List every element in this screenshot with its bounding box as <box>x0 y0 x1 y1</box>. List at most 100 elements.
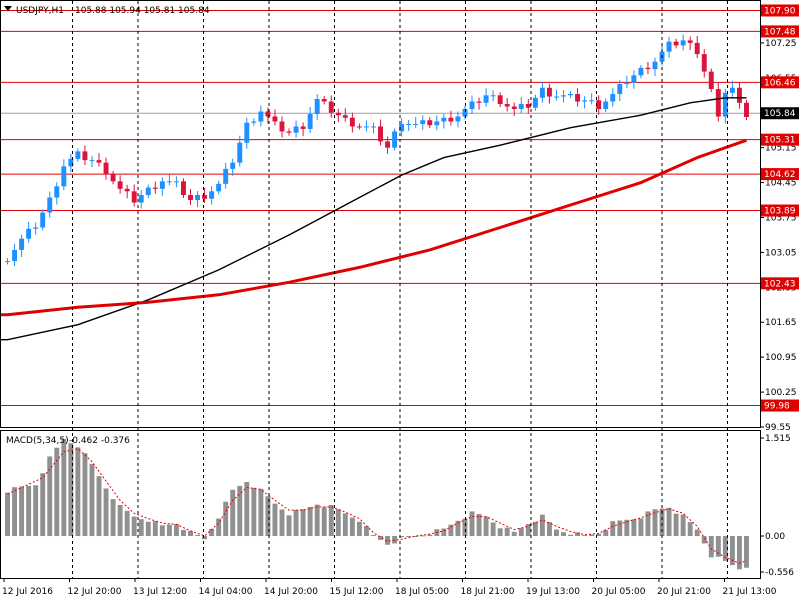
candle-body[interactable] <box>680 40 686 46</box>
candle-body[interactable] <box>237 142 243 163</box>
candle-body[interactable] <box>490 95 496 97</box>
candle-body[interactable] <box>694 42 700 55</box>
macd-bar[interactable] <box>314 504 320 537</box>
candle-body[interactable] <box>462 109 468 117</box>
macd-signal-line[interactable] <box>7 448 747 564</box>
candle-body[interactable] <box>251 121 257 123</box>
candle-body[interactable] <box>12 249 18 262</box>
candle-body[interactable] <box>385 141 391 148</box>
macd-bar[interactable] <box>490 522 496 537</box>
macd-bar[interactable] <box>406 536 412 538</box>
macd-bar[interactable] <box>575 532 581 537</box>
candle-body[interactable] <box>202 195 208 199</box>
macd-bar[interactable] <box>279 509 285 537</box>
macd-bar[interactable] <box>385 536 391 545</box>
macd-bar[interactable] <box>26 485 32 537</box>
candle-body[interactable] <box>413 123 419 125</box>
candle-body[interactable] <box>701 54 707 72</box>
ma-slow-line[interactable] <box>0 138 747 317</box>
candle-body[interactable] <box>497 95 503 105</box>
candle-body[interactable] <box>434 121 440 126</box>
macd-bar[interactable] <box>356 521 362 537</box>
macd-bar[interactable] <box>532 521 538 537</box>
macd-bar[interactable] <box>624 519 630 537</box>
candle-body[interactable] <box>124 188 130 192</box>
macd-bar[interactable] <box>363 525 369 537</box>
candle-body[interactable] <box>546 87 552 97</box>
candle-body[interactable] <box>673 41 679 46</box>
candle-body[interactable] <box>47 197 53 213</box>
macd-bar[interactable] <box>673 513 679 537</box>
candle-body[interactable] <box>596 100 602 109</box>
candle-body[interactable] <box>441 117 447 122</box>
macd-bar[interactable] <box>251 487 257 537</box>
candle-body[interactable] <box>363 126 369 128</box>
macd-bar[interactable] <box>110 499 116 537</box>
candle-body[interactable] <box>216 183 222 192</box>
candle-body[interactable] <box>54 186 60 198</box>
macd-bar[interactable] <box>180 529 186 537</box>
macd-bar[interactable] <box>504 527 510 537</box>
macd-bar[interactable] <box>230 489 236 537</box>
candle-body[interactable] <box>188 195 193 201</box>
candle-body[interactable] <box>349 117 355 127</box>
macd-bar[interactable] <box>701 536 707 544</box>
candle-body[interactable] <box>209 191 215 199</box>
candle-body[interactable] <box>223 168 229 184</box>
candle-body[interactable] <box>145 187 151 196</box>
macd-bar[interactable] <box>652 509 658 537</box>
candle-body[interactable] <box>152 187 158 189</box>
macd-bar[interactable] <box>223 501 229 537</box>
macd-bar[interactable] <box>61 438 67 537</box>
macd-bar[interactable] <box>680 514 686 537</box>
macd-bar[interactable] <box>265 496 271 537</box>
macd-bar[interactable] <box>736 536 742 570</box>
macd-bar[interactable] <box>729 536 735 566</box>
macd-bar[interactable] <box>497 528 503 537</box>
macd-bar[interactable] <box>589 534 595 537</box>
candle-body[interactable] <box>138 195 144 203</box>
macd-bar[interactable] <box>258 488 264 537</box>
candle-body[interactable] <box>166 181 172 183</box>
macd-bar[interactable] <box>525 524 531 537</box>
macd-bar[interactable] <box>399 536 405 538</box>
candle-body[interactable] <box>371 126 376 128</box>
macd-bar[interactable] <box>371 535 376 537</box>
macd-bar[interactable] <box>659 508 665 537</box>
macd-bar[interactable] <box>328 504 334 537</box>
candle-body[interactable] <box>420 120 426 124</box>
candle-body[interactable] <box>553 96 559 98</box>
candle-body[interactable] <box>666 41 672 52</box>
candle-body[interactable] <box>300 126 306 129</box>
macd-bar[interactable] <box>448 524 454 537</box>
candle-body[interactable] <box>117 181 123 189</box>
macd-bar[interactable] <box>378 536 383 540</box>
macd-bar[interactable] <box>335 509 341 537</box>
macd-bar[interactable] <box>75 447 81 537</box>
macd-bar[interactable] <box>349 517 355 537</box>
macd-bar[interactable] <box>603 529 609 537</box>
macd-bar[interactable] <box>744 536 749 568</box>
macd-bar[interactable] <box>188 530 193 537</box>
candle-body[interactable] <box>645 67 651 70</box>
candle-body[interactable] <box>321 99 327 102</box>
price-pane[interactable] <box>0 9 760 407</box>
candle-body[interactable] <box>715 89 721 117</box>
macd-bar[interactable] <box>216 518 222 537</box>
macd-bar[interactable] <box>342 513 348 537</box>
macd-bar[interactable] <box>202 536 208 540</box>
macd-bar[interactable] <box>272 503 278 537</box>
candle-body[interactable] <box>279 121 285 132</box>
macd-bar[interactable] <box>708 536 714 558</box>
candle-body[interactable] <box>40 212 46 228</box>
macd-bar[interactable] <box>209 528 215 537</box>
candle-body[interactable] <box>617 84 623 95</box>
candle-body[interactable] <box>26 228 32 239</box>
candle-body[interactable] <box>638 67 644 76</box>
candle-body[interactable] <box>736 87 742 103</box>
macd-bar[interactable] <box>68 443 74 537</box>
candle-body[interactable] <box>195 195 201 201</box>
macd-bar[interactable] <box>694 529 700 537</box>
candle-body[interactable] <box>75 151 81 159</box>
macd-bar[interactable] <box>124 510 130 537</box>
